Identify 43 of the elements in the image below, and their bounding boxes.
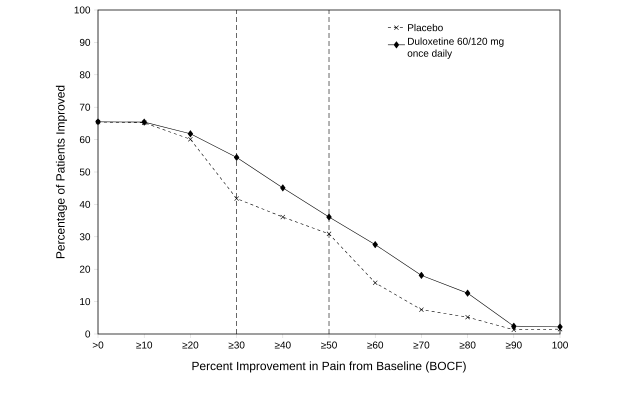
x-tick-label: ≥40 bbox=[274, 342, 291, 349]
x-tick-label: ≥30 bbox=[228, 342, 244, 349]
point bbox=[188, 130, 194, 138]
point bbox=[511, 322, 517, 330]
point bbox=[372, 241, 378, 248]
y-tick-label: 30 bbox=[80, 233, 90, 240]
y-tick-label: 60 bbox=[80, 136, 90, 144]
y-tick-label: 10 bbox=[80, 298, 90, 306]
y-tick-label: 90 bbox=[80, 38, 90, 46]
point bbox=[234, 154, 240, 161]
point bbox=[464, 290, 470, 297]
point bbox=[511, 327, 516, 332]
x-tick-label: ≥60 bbox=[367, 342, 384, 349]
legend-label: Duloxetine 60/120 mg once daily bbox=[408, 38, 504, 59]
y-tick-label: 50 bbox=[80, 168, 90, 176]
point bbox=[326, 231, 332, 236]
point bbox=[280, 214, 286, 220]
y-tick-label: 70 bbox=[80, 104, 90, 111]
x-tick-label: >0 bbox=[92, 342, 104, 349]
point bbox=[418, 272, 424, 279]
point bbox=[326, 214, 332, 221]
x-tick-label: ≥20 bbox=[182, 342, 198, 349]
point bbox=[280, 184, 286, 192]
x-tick-label: ≥70 bbox=[413, 342, 430, 349]
point bbox=[418, 307, 424, 312]
y-tick-label: 20 bbox=[80, 266, 90, 273]
x-tick-label: 100 bbox=[552, 342, 568, 349]
y-tick-label: 80 bbox=[80, 71, 90, 78]
x-tick-label: ≥80 bbox=[460, 342, 476, 349]
y-tick-label: 0 bbox=[85, 330, 90, 338]
y-tick-label: 40 bbox=[80, 200, 90, 208]
x-tick-label: ≥10 bbox=[136, 342, 152, 349]
point bbox=[234, 196, 240, 201]
point bbox=[372, 280, 378, 286]
x-axis-title: Percent Improvement in Pain from Baseline (BOCF) bbox=[192, 361, 466, 373]
point bbox=[557, 323, 563, 330]
point bbox=[188, 136, 193, 142]
legend-label: Placebo bbox=[408, 24, 443, 32]
x-tick-label: ≥50 bbox=[321, 342, 337, 349]
y-axis-title: Percentage of Patients Improved bbox=[56, 86, 68, 258]
y-tick-label: 100 bbox=[74, 6, 90, 14]
point bbox=[465, 314, 470, 320]
x-tick-label: ≥90 bbox=[506, 342, 522, 349]
